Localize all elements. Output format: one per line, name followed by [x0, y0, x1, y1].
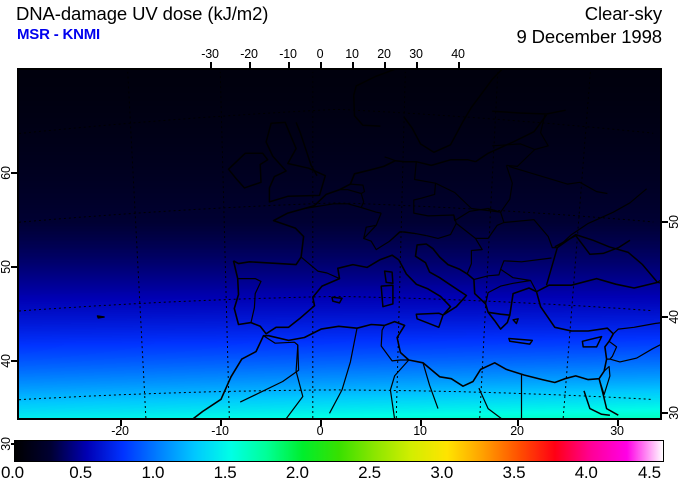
axis-tick — [11, 172, 18, 174]
axis-tick — [352, 62, 354, 69]
axis-tick — [120, 419, 122, 426]
sky-condition-label: Clear-sky — [584, 3, 662, 24]
axis-tick — [288, 62, 290, 69]
colorbar-label-0p5: 0.5 — [69, 463, 92, 482]
date-label: 9 December 1998 — [516, 26, 662, 47]
axis-tick — [661, 316, 668, 318]
uv-dose-raster — [19, 70, 660, 418]
colorbar-label-4p5: 4.5 — [638, 463, 661, 482]
colorbar-label-1p5: 1.5 — [213, 463, 237, 482]
axis-label-top-m10: -10 — [279, 47, 297, 61]
axis-tick — [661, 412, 668, 414]
axis-tick — [416, 62, 418, 69]
axis-tick — [517, 419, 519, 426]
axis-label-bottom-m10: -10 — [211, 424, 229, 438]
axis-label-top-20: 20 — [377, 47, 391, 61]
map-plot-area — [17, 68, 662, 420]
axis-label-right-50: 50 — [667, 215, 678, 229]
institute-label: MSR - KNMI — [17, 26, 100, 43]
axis-label-top-30: 30 — [409, 47, 423, 61]
axis-label-right-40: 40 — [667, 310, 678, 324]
axis-label-top-0: 0 — [316, 47, 324, 61]
axis-tick — [661, 221, 668, 223]
colorbar-label-3p0: 3.0 — [430, 463, 454, 482]
axis-label-bottom-10: 10 — [413, 424, 427, 438]
colorbar-label-0p0: 0.0 — [1, 463, 24, 482]
colorbar — [14, 440, 664, 462]
colorbar-label-3p5: 3.5 — [502, 463, 526, 482]
map-coastlines-overlay — [19, 70, 660, 418]
axis-label-right-30: 30 — [667, 406, 678, 420]
axis-label-top-m30: -30 — [201, 47, 219, 61]
axis-tick — [210, 62, 212, 69]
axis-tick — [458, 62, 460, 69]
axis-label-top-40: 40 — [451, 47, 465, 61]
axis-label-bottom-m20: -20 — [111, 424, 129, 438]
colorbar-label-1p0: 1.0 — [141, 463, 165, 482]
axis-label-top-10: 10 — [345, 47, 359, 61]
axis-label-left-60: 60 — [0, 166, 13, 180]
axis-label-left-50: 50 — [0, 260, 13, 274]
axis-label-left-30: 30 — [0, 437, 13, 451]
page-title: DNA-damage UV dose (kJ/m2) — [16, 3, 269, 24]
axis-tick — [384, 62, 386, 69]
colorbar-label-4p0: 4.0 — [574, 463, 598, 482]
colorbar-label-2p5: 2.5 — [358, 463, 381, 482]
axis-tick — [320, 419, 322, 426]
axis-tick — [11, 266, 18, 268]
colorbar-label-2p0: 2.0 — [285, 463, 309, 482]
axis-tick — [617, 419, 619, 426]
axis-tick — [420, 419, 422, 426]
axis-label-bottom-30: 30 — [610, 424, 624, 438]
axis-label-bottom-20: 20 — [510, 424, 524, 438]
axis-tick — [11, 360, 18, 362]
axis-label-bottom-0: 0 — [316, 424, 324, 438]
axis-label-top-m20: -20 — [240, 47, 258, 61]
axis-tick — [220, 419, 222, 426]
axis-label-left-40: 40 — [0, 354, 13, 368]
axis-tick — [320, 62, 322, 69]
axis-tick — [249, 62, 251, 69]
colorbar-gradient — [15, 441, 663, 461]
